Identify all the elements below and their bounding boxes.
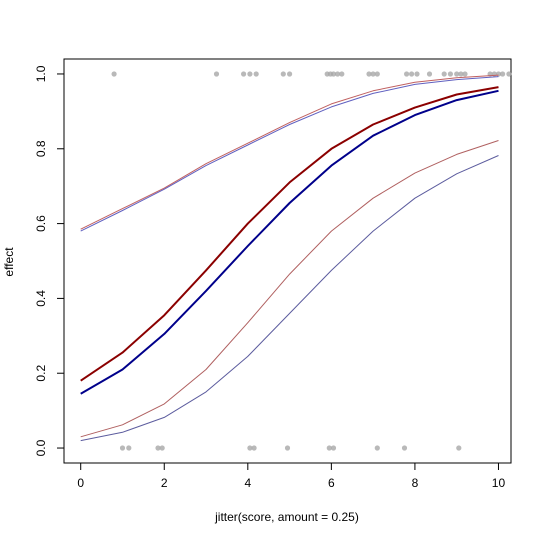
x-tick-label: 8	[412, 476, 419, 490]
y-tick-label: 1.0	[34, 65, 48, 82]
series-line-1	[80, 86, 499, 382]
x-tick-label: 10	[492, 476, 506, 490]
data-point	[111, 71, 117, 77]
data-point	[462, 71, 468, 77]
series-line-3	[80, 140, 499, 438]
data-point	[247, 71, 253, 77]
data-point	[326, 445, 332, 451]
data-point	[404, 71, 410, 77]
x-tick-label: 0	[77, 476, 84, 490]
series-line-4	[80, 155, 499, 442]
y-tick-label: 0.0	[34, 439, 48, 456]
points-layer	[111, 71, 512, 451]
data-point	[374, 445, 380, 451]
lines-layer	[80, 74, 499, 442]
data-point	[155, 445, 161, 451]
data-point	[339, 71, 345, 77]
data-point	[426, 71, 433, 77]
data-point	[280, 71, 286, 77]
x-tick-label: 4	[244, 476, 251, 490]
y-tick-label: 0.4	[34, 290, 48, 307]
data-point	[441, 71, 447, 77]
data-point	[401, 445, 408, 451]
data-point	[284, 445, 291, 451]
y-tick-label: 0.8	[34, 140, 48, 157]
data-point	[251, 445, 257, 451]
data-point	[330, 445, 337, 451]
x-axis: 0 2 4 6 8 10	[77, 462, 506, 490]
data-point	[213, 71, 220, 77]
data-point	[506, 71, 512, 77]
data-point	[119, 445, 126, 451]
data-point	[374, 71, 380, 77]
data-point	[335, 71, 341, 77]
y-tick-label: 0.2	[34, 365, 48, 382]
y-tick-label: 0.6	[34, 215, 48, 232]
plot-frame	[63, 58, 512, 464]
data-point	[370, 71, 376, 77]
data-point	[330, 71, 337, 77]
data-point	[159, 445, 165, 451]
data-point	[447, 71, 453, 77]
data-point	[456, 445, 462, 451]
y-axis-title: effect	[2, 247, 16, 277]
x-axis-title: jitter(score, amount = 0.25)	[214, 510, 359, 524]
data-point	[126, 445, 132, 451]
x-tick-label: 6	[328, 476, 335, 490]
data-point	[241, 71, 247, 77]
data-point	[500, 71, 506, 77]
x-tick-label: 2	[161, 476, 168, 490]
data-point	[247, 445, 253, 451]
series-line-6	[80, 76, 499, 232]
data-point	[454, 71, 460, 77]
series-line-2	[80, 89, 499, 395]
y-axis: 0.0 0.2 0.4 0.6 0.8 1.0	[34, 65, 65, 456]
data-point	[414, 71, 420, 77]
data-point	[287, 71, 293, 77]
series-line-5	[80, 74, 499, 230]
data-point	[458, 71, 464, 77]
data-point	[409, 71, 415, 77]
data-point	[253, 71, 259, 77]
data-point	[366, 71, 372, 77]
